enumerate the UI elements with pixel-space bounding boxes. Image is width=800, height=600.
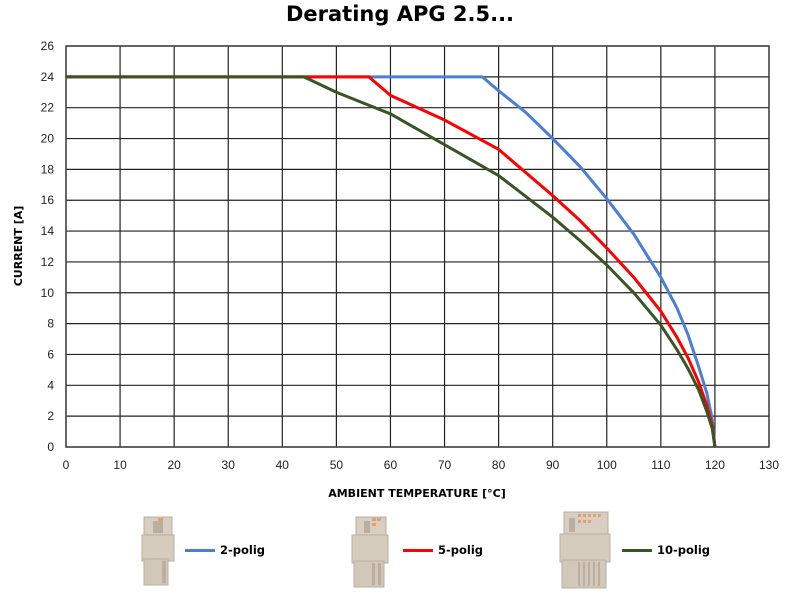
y-tick-label: 12 [41,255,55,269]
grid-lines [65,45,770,448]
x-tick-label: 0 [63,458,70,472]
x-tick-label: 30 [222,458,236,472]
legend-label: 10-polig [657,543,711,557]
y-tick-label: 6 [47,347,54,361]
x-tick-label: 70 [438,458,452,472]
legend-swatch-2-polig [185,548,215,552]
x-tick-label: 90 [546,458,560,472]
y-tick-label: 24 [41,70,55,84]
legend-swatch-5-polig [403,548,433,552]
plot-border [65,45,770,448]
y-tick-label: 2 [47,409,54,423]
x-tick-label: 50 [330,458,344,472]
x-tick-label: 20 [167,458,181,472]
x-tick-label: 130 [759,458,779,472]
chart-title: Derating APG 2.5... [285,2,515,26]
series-line-5-polig [66,75,717,448]
x-tick-label: 80 [492,458,506,472]
connector-5-pole-icon [350,515,395,595]
y-tick-label: 0 [47,440,54,454]
legend-label: 2-polig [220,543,266,557]
y-tick-label: 8 [47,317,54,331]
y-tick-label: 14 [41,224,55,238]
y-tick-label: 4 [47,378,54,392]
x-tick-label: 110 [651,458,670,472]
y-tick-label: 26 [41,39,55,53]
connector-2-pole-icon [140,515,180,595]
legend-item-5-polig: 5-polig [403,543,483,557]
legend-item-2-polig: 2-polig [185,543,265,557]
y-axis-label: CURRENT [A] [12,206,25,287]
x-tick-label: 60 [384,458,398,472]
x-axis-ticks: 0 10 20 30 40 50 60 70 80 90 100 110 120 130 [63,458,780,472]
x-axis-label: AMBIENT TEMPERATURE [°C] [328,487,506,500]
y-tick-label: 18 [41,162,55,176]
legend-item-10-polig: 10-polig [622,543,710,557]
x-tick-label: 120 [705,458,725,472]
x-tick-label: 40 [276,458,290,472]
x-tick-label: 100 [597,458,617,472]
x-tick-label: 10 [113,458,127,472]
series-line-10-polig [66,75,717,448]
connector-10-pole-icon [558,510,614,597]
series-lines [66,75,717,448]
legend-label: 5-polig [438,543,484,557]
legend-swatch-10-polig [622,548,652,552]
y-tick-label: 20 [41,132,55,146]
y-tick-label: 22 [41,101,55,115]
y-tick-label: 10 [41,286,55,300]
y-tick-label: 16 [41,193,55,207]
series-line-2-polig [66,75,717,448]
